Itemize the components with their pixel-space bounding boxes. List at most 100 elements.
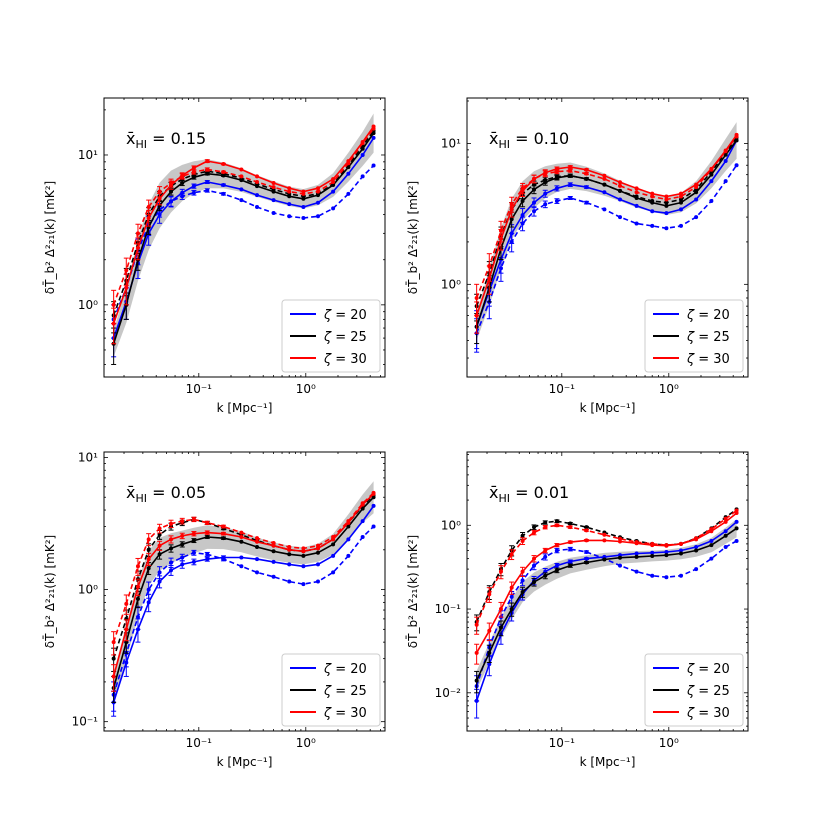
series-line	[475, 512, 738, 654]
y-tick-label: 10⁰	[441, 518, 461, 532]
data-point	[568, 195, 573, 200]
data-point	[634, 190, 639, 195]
data-point	[664, 203, 669, 208]
legend-symbol: ζ	[686, 308, 695, 323]
data-point	[205, 520, 210, 525]
data-point	[532, 530, 537, 535]
series-line	[112, 493, 375, 677]
data-point	[734, 134, 739, 139]
y-axis-label: δT̄_b² Δ²₂₁(k) [mK²]	[43, 181, 57, 294]
data-point	[221, 169, 226, 174]
data-point	[602, 182, 607, 187]
data-point	[205, 535, 210, 540]
series-line	[475, 509, 738, 626]
legend-box	[644, 299, 744, 373]
data-point	[146, 537, 151, 542]
x-tick-label: 10⁻¹	[549, 382, 576, 396]
data-point	[331, 189, 336, 194]
legend-box	[644, 653, 744, 727]
data-point	[487, 628, 492, 633]
annotation: x̄HI = 0.05	[126, 483, 206, 505]
data-point	[532, 209, 537, 214]
data-point	[723, 149, 728, 154]
legend-symbol: ζ	[686, 684, 695, 699]
data-point	[554, 568, 559, 573]
data-point	[255, 204, 260, 209]
data-point	[191, 559, 196, 564]
data-point	[634, 554, 639, 559]
data-point	[169, 560, 174, 565]
data-point	[180, 519, 185, 524]
annotation-value: = 0.10	[510, 129, 569, 148]
data-point	[650, 223, 655, 228]
data-point	[271, 559, 276, 564]
data-point	[271, 185, 276, 190]
data-point	[650, 553, 655, 558]
data-point	[554, 519, 559, 524]
data-point	[301, 553, 306, 558]
data-point	[554, 543, 559, 548]
data-point	[602, 538, 607, 543]
data-point	[543, 191, 548, 196]
data-point	[520, 578, 525, 583]
data-point	[221, 536, 226, 541]
annotation: x̄HI = 0.15	[126, 129, 206, 151]
data-point	[111, 674, 116, 679]
data-point	[532, 563, 537, 568]
data-point	[532, 556, 537, 561]
x-axis-label: k [Mpc⁻¹]	[217, 401, 273, 415]
data-point	[532, 200, 537, 205]
uncertainty-band	[476, 519, 737, 691]
data-point	[584, 167, 589, 172]
data-point	[634, 569, 639, 574]
data-point	[618, 563, 623, 568]
series-zeta_30-dashed	[474, 134, 739, 317]
data-point	[509, 239, 514, 244]
data-point	[584, 185, 589, 190]
data-point	[487, 662, 492, 667]
data-point	[271, 549, 276, 554]
data-point	[554, 563, 559, 568]
data-point	[255, 570, 260, 575]
data-point	[509, 594, 514, 599]
data-point	[734, 538, 739, 543]
data-point	[205, 552, 210, 557]
data-point	[723, 519, 728, 524]
data-point	[634, 203, 639, 208]
data-point	[602, 532, 607, 537]
data-point	[520, 199, 525, 204]
data-point	[734, 163, 739, 168]
data-point	[554, 548, 559, 553]
data-point	[554, 174, 559, 179]
data-point	[487, 263, 492, 268]
data-point	[618, 555, 623, 560]
data-point	[664, 543, 669, 548]
legend-value: = 30	[331, 706, 367, 721]
data-point	[532, 580, 537, 585]
data-point	[135, 245, 140, 250]
annotation-main: x̄	[126, 483, 135, 502]
data-point	[255, 539, 260, 544]
legend-value: = 30	[694, 352, 730, 367]
data-point	[287, 552, 292, 557]
series-zeta_20-dashed	[474, 163, 739, 353]
data-point	[618, 215, 623, 220]
data-point	[664, 197, 669, 202]
data-point	[723, 545, 728, 550]
annotation-value: = 0.01	[510, 483, 569, 502]
data-point	[371, 163, 376, 168]
legend-value: = 20	[694, 308, 730, 323]
data-point	[723, 529, 728, 534]
data-point	[371, 524, 376, 529]
data-point	[124, 268, 129, 273]
data-point	[315, 186, 320, 191]
data-point	[634, 551, 639, 556]
plot-area	[111, 113, 376, 365]
data-point	[157, 526, 162, 531]
data-point	[255, 536, 260, 541]
data-point	[157, 189, 162, 194]
data-point	[634, 186, 639, 191]
data-point	[618, 188, 623, 193]
data-point	[205, 180, 210, 185]
data-point	[255, 545, 260, 550]
